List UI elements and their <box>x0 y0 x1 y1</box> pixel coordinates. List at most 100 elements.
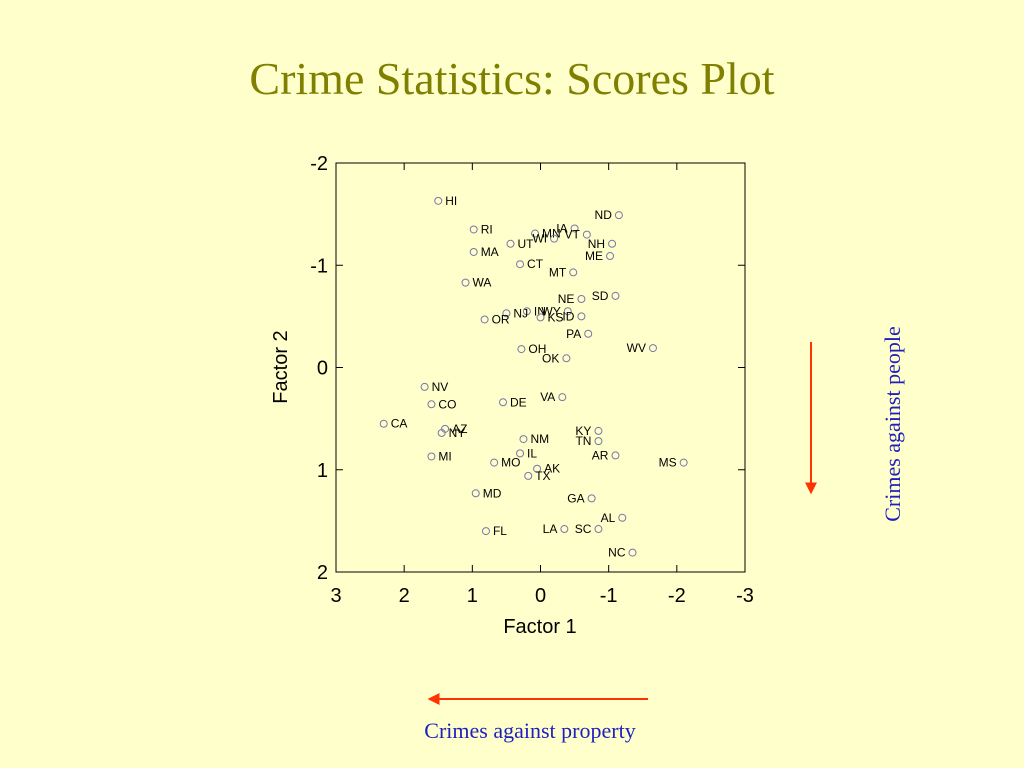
crimes-against-people-label: Crimes against people <box>880 326 905 522</box>
point-label-nj: NJ <box>513 306 528 320</box>
point-label-ia: IA <box>556 221 567 235</box>
point-ak <box>533 464 542 473</box>
point-sd <box>611 291 620 300</box>
point-label-ma: MA <box>481 245 499 259</box>
point-vt <box>582 230 591 239</box>
point-ny <box>437 428 446 437</box>
point-in <box>522 307 531 316</box>
x-tick-label: -1 <box>600 585 618 607</box>
point-me <box>606 252 615 261</box>
point-va <box>558 393 567 402</box>
point-label-hi: HI <box>445 194 457 208</box>
point-label-mo: MO <box>501 456 520 470</box>
x-tick-label: 3 <box>330 585 341 607</box>
point-label-mt: MT <box>549 265 567 279</box>
x-tick-label: 0 <box>535 585 546 607</box>
point-label-ne: NE <box>558 292 575 306</box>
point-label-ks: KS <box>548 310 564 324</box>
point-ms <box>679 458 688 467</box>
point-mo <box>490 458 499 467</box>
point-ri <box>469 225 478 234</box>
point-mi <box>427 452 436 461</box>
point-label-al: AL <box>601 511 616 525</box>
point-label-ca: CA <box>391 417 408 431</box>
point-label-nh: NH <box>588 237 605 251</box>
point-ne <box>577 294 586 303</box>
point-label-co: CO <box>438 397 456 411</box>
point-nm <box>519 435 528 444</box>
point-label-or: OR <box>492 312 510 326</box>
point-wi <box>550 234 559 243</box>
point-label-ga: GA <box>567 491 584 505</box>
point-ut <box>506 239 515 248</box>
y-tick-label: 0 <box>317 358 328 380</box>
point-label-az: AZ <box>452 422 467 436</box>
point-label-ri: RI <box>481 222 493 236</box>
point-label-me: ME <box>585 249 603 263</box>
point-or <box>480 315 489 324</box>
point-wv <box>648 344 657 353</box>
point-tn <box>594 437 603 446</box>
y-tick-label: -2 <box>310 153 328 175</box>
point-nd <box>614 211 623 220</box>
point-label-md: MD <box>483 486 502 500</box>
point-label-il: IL <box>527 446 537 460</box>
point-fl <box>481 527 490 536</box>
point-nj <box>502 309 511 318</box>
point-nv <box>420 382 429 391</box>
point-label-nd: ND <box>595 208 613 222</box>
point-nh <box>608 239 617 248</box>
point-ar <box>611 451 620 460</box>
point-ma <box>469 247 478 256</box>
crimes-against-property-label: Crimes against property <box>424 718 636 743</box>
point-label-ny: NY <box>449 426 466 440</box>
x-tick-label: 1 <box>467 585 478 607</box>
point-label-wv: WV <box>627 341 646 355</box>
x-axis-ticks: 3 2 1 0 -1 -2 -3 <box>330 163 754 607</box>
point-label-nc: NC <box>608 546 626 560</box>
point-label-ok: OK <box>542 351 559 365</box>
point-label-ut: UT <box>518 237 535 251</box>
point-de <box>499 398 508 407</box>
point-nc <box>628 548 637 557</box>
point-label-wa: WA <box>473 276 492 290</box>
slide-title: Crime Statistics: Scores Plot <box>249 53 775 104</box>
point-wy <box>563 307 572 316</box>
point-la <box>560 525 569 534</box>
point-oh <box>517 345 526 354</box>
point-label-tn: TN <box>575 434 591 448</box>
point-label-la: LA <box>543 522 558 536</box>
x-tick-label: 2 <box>399 585 410 607</box>
point-ga <box>587 494 596 503</box>
point-il <box>516 449 525 458</box>
plot-frame <box>335 162 746 573</box>
point-label-nv: NV <box>432 380 449 394</box>
point-label-pa: PA <box>566 327 581 341</box>
x-tick-label: -2 <box>668 585 686 607</box>
point-label-tx: TX <box>535 469 550 483</box>
point-label-ms: MS <box>659 456 677 470</box>
point-label-mi: MI <box>438 449 451 463</box>
point-wa <box>461 278 470 287</box>
y-tick-label: 1 <box>317 460 328 482</box>
point-label-wy: WY <box>541 304 560 318</box>
y-axis-ticks: -2 -1 0 1 2 <box>310 153 745 584</box>
point-ok <box>562 354 571 363</box>
point-label-ct: CT <box>527 257 544 271</box>
point-tx <box>524 471 533 480</box>
point-label-sd: SD <box>592 289 609 303</box>
point-mn <box>531 229 540 238</box>
point-label-vt: VT <box>565 228 581 242</box>
point-label-oh: OH <box>528 342 546 356</box>
point-pa <box>584 329 593 338</box>
point-label-va: VA <box>540 390 555 404</box>
point-label-sc: SC <box>575 522 592 536</box>
point-label-id: ID <box>562 309 574 323</box>
point-ct <box>516 260 525 269</box>
point-label-fl: FL <box>493 524 507 538</box>
point-al <box>618 513 627 522</box>
point-label-nm: NM <box>530 432 549 446</box>
y-tick-label: -1 <box>310 255 328 277</box>
point-mt <box>569 268 578 277</box>
